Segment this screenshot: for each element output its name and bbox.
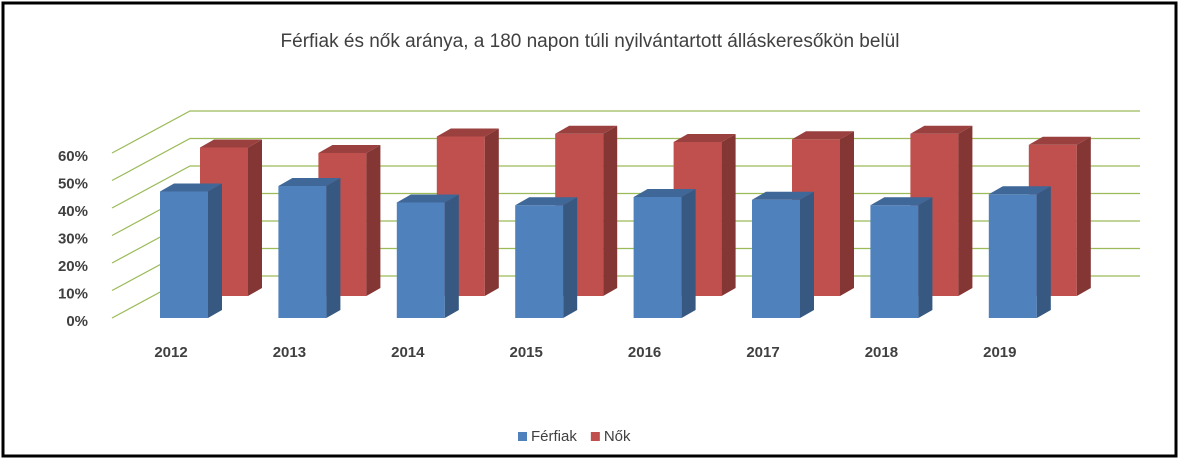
bar-top [200,139,262,148]
y-tick-label: 50% [58,175,88,192]
x-tick-label: 2013 [273,344,306,361]
grid-line [111,110,1140,154]
bar-front [870,205,919,318]
bar-front [396,202,445,318]
bar-top [870,197,933,206]
x-tick-label: 2018 [865,344,898,361]
bar-side [484,128,499,296]
bar-side [563,197,578,318]
bar-side [918,197,933,318]
bar [396,194,459,318]
x-tick-label: 2014 [391,344,425,361]
bar-top [515,197,578,206]
bar-top [160,183,222,192]
y-tick-label: 10% [58,285,88,302]
bar-front [752,199,800,318]
bar-side [681,189,696,318]
chart-title: Férfiak és nők aránya, a 180 napon túli … [281,31,900,52]
bar [988,186,1051,318]
bar-front [988,194,1037,318]
bar [278,178,341,318]
bar-top [396,194,459,203]
bar [870,197,933,318]
x-tick-label: 2012 [154,344,187,361]
bar-side [444,194,459,318]
bar-top [278,178,341,186]
bar [515,197,578,318]
x-tick-label: 2015 [510,344,543,361]
bar [752,191,814,318]
bar-side [603,125,618,296]
bar-top [988,186,1051,195]
bar-side [366,145,381,296]
y-tick-label: 20% [58,258,88,275]
bar-side [1036,186,1051,318]
bar-side [248,139,262,296]
bar [160,183,222,318]
bar-front [160,191,208,318]
bar-side [208,183,222,318]
bar-top [752,191,814,200]
bar-front [278,186,327,318]
legend-swatch [590,432,600,441]
bar-top [1028,136,1091,145]
legend-label: Férfiak [531,428,577,445]
bar-top [318,145,381,153]
bar-top [792,131,854,140]
bar-top [910,125,973,134]
bar-side [326,178,341,318]
bar-side [958,125,973,296]
x-tick-label: 2019 [983,344,1016,361]
legend-label: Nők [604,428,631,445]
bar-side [800,191,814,318]
legend-swatch [518,432,527,441]
y-tick-label: 0% [66,313,88,330]
bar-top [555,125,618,134]
bar-top [673,134,736,142]
bar-top [633,189,696,197]
x-tick-label: 2016 [628,344,661,361]
bar-side [721,134,736,296]
y-tick-label: 40% [58,203,88,220]
bar [633,189,696,318]
y-tick-label: 60% [58,148,88,165]
bar-front [515,205,564,318]
bar-side [840,131,854,296]
bar-front [633,197,682,318]
x-tick-label: 2017 [746,344,779,361]
bar-top [436,128,499,137]
y-tick-label: 30% [58,230,88,247]
bar [910,125,973,296]
bar-side [1076,136,1091,296]
